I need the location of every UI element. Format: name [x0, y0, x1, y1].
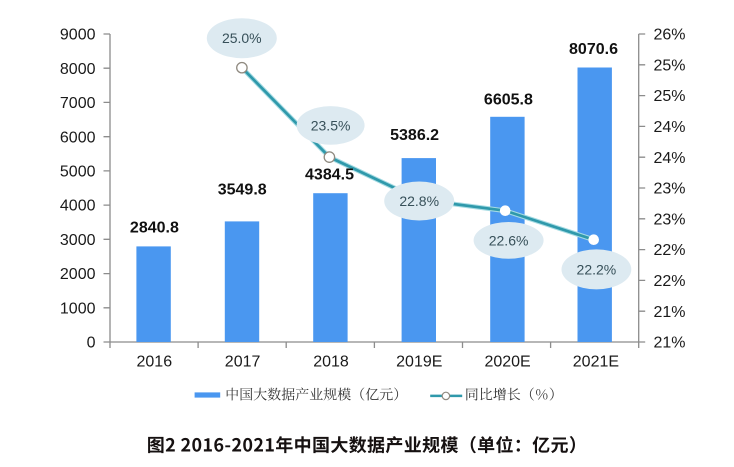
svg-text:24%: 24% — [654, 150, 686, 167]
svg-text:23.5%: 23.5% — [311, 117, 351, 133]
svg-text:24%: 24% — [654, 119, 686, 136]
svg-text:8000: 8000 — [60, 61, 96, 78]
svg-text:3000: 3000 — [60, 232, 96, 249]
svg-text:26%: 26% — [654, 27, 686, 44]
svg-text:2019E: 2019E — [396, 353, 442, 370]
svg-text:2018: 2018 — [313, 353, 349, 370]
svg-text:6605.8: 6605.8 — [484, 92, 533, 109]
svg-text:1000: 1000 — [60, 300, 96, 317]
svg-text:2020E: 2020E — [484, 353, 530, 370]
svg-text:0: 0 — [87, 335, 96, 352]
svg-text:2017: 2017 — [225, 353, 261, 370]
svg-text:22%: 22% — [654, 273, 686, 290]
svg-text:9000: 9000 — [60, 27, 96, 44]
svg-text:23%: 23% — [654, 211, 686, 228]
svg-text:8070.6: 8070.6 — [569, 41, 618, 58]
svg-text:2016: 2016 — [137, 353, 173, 370]
svg-text:5386.2: 5386.2 — [390, 127, 439, 144]
svg-text:3549.8: 3549.8 — [218, 182, 267, 199]
svg-text:2000: 2000 — [60, 266, 96, 283]
svg-text:22.6%: 22.6% — [489, 232, 529, 248]
svg-text:22.2%: 22.2% — [577, 261, 617, 277]
svg-text:25%: 25% — [654, 88, 686, 105]
svg-text:22%: 22% — [654, 242, 686, 259]
svg-text:7000: 7000 — [60, 95, 96, 112]
svg-text:23%: 23% — [654, 181, 686, 198]
svg-text:2840.8: 2840.8 — [130, 220, 179, 237]
svg-text:25.0%: 25.0% — [222, 30, 262, 46]
svg-text:2021E: 2021E — [573, 353, 619, 370]
svg-text:4000: 4000 — [60, 198, 96, 215]
svg-text:4384.5: 4384.5 — [305, 166, 354, 183]
svg-text:21%: 21% — [654, 304, 686, 321]
svg-text:5000: 5000 — [60, 164, 96, 181]
svg-text:6000: 6000 — [60, 129, 96, 146]
svg-text:22.8%: 22.8% — [399, 193, 439, 209]
svg-text:21%: 21% — [654, 335, 686, 352]
svg-text:25%: 25% — [654, 57, 686, 74]
